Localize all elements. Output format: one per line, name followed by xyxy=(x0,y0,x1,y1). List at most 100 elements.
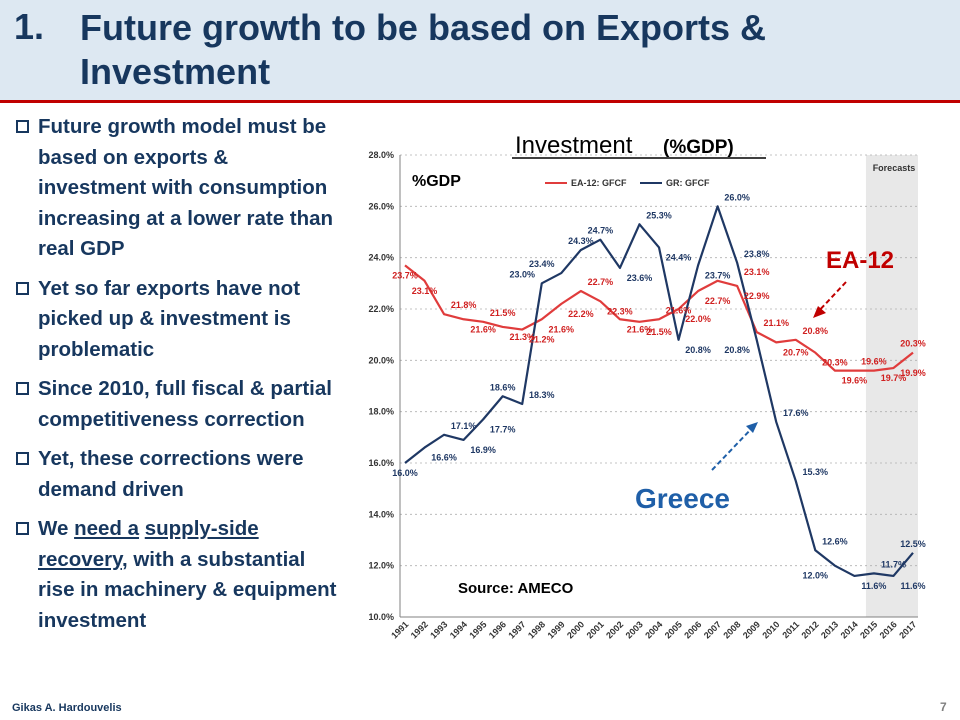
checkbox-bullet-icon xyxy=(16,522,29,535)
x-tick-label: 2007 xyxy=(702,619,723,640)
y-tick-label: 16.0% xyxy=(368,458,394,468)
data-label: 24.7% xyxy=(588,226,614,236)
bullet-text: need a xyxy=(74,517,140,540)
y-tick-label: 14.0% xyxy=(368,509,394,519)
data-label: 21.6% xyxy=(549,324,575,334)
x-tick-label: 2010 xyxy=(760,619,781,640)
data-label: 12.0% xyxy=(803,571,829,581)
bullet-item: Future growth model must be based on exp… xyxy=(14,112,339,265)
x-tick-label: 2009 xyxy=(741,619,762,640)
data-label: 20.8% xyxy=(685,345,711,355)
data-label: 20.8% xyxy=(724,345,750,355)
data-label: 12.6% xyxy=(822,536,848,546)
ea12-annotation: EA-12 xyxy=(826,247,894,274)
data-label: 21.6% xyxy=(666,305,692,315)
y-tick-label: 12.0% xyxy=(368,561,394,571)
footer-author: Gikas A. Hardouvelis xyxy=(12,702,122,714)
x-tick-label: 2008 xyxy=(721,619,742,640)
data-label: 11.6% xyxy=(900,581,925,591)
data-label: 23.1% xyxy=(744,267,770,277)
data-label: 24.3% xyxy=(568,236,594,246)
x-tick-label: 2016 xyxy=(878,619,899,640)
x-tick-label: 1995 xyxy=(467,619,488,640)
data-label: 26.0% xyxy=(724,192,750,202)
x-tick-label: 1994 xyxy=(448,619,469,640)
data-label: 22.0% xyxy=(685,314,711,324)
bullet-text: Since 2010, full fiscal & partial compet… xyxy=(38,377,332,431)
bullet-item: Yet so far exports have not picked up & … xyxy=(14,274,339,366)
data-label: 22.3% xyxy=(607,306,633,316)
slide-title: Future growth to be based on Exports & I… xyxy=(80,7,767,92)
bullet-text: Yet so far exports have not picked up & … xyxy=(38,276,301,361)
forecast-region xyxy=(865,155,918,617)
data-label: 17.6% xyxy=(783,408,809,418)
data-label: 18.6% xyxy=(490,382,516,392)
x-tick-label: 1993 xyxy=(428,619,449,640)
bullet-text: Future growth model must be based on exp… xyxy=(38,115,334,260)
data-label: 20.3% xyxy=(900,339,926,349)
slide-header: 1. Future growth to be based on Exports … xyxy=(0,0,960,103)
data-label: 19.6% xyxy=(861,357,887,367)
series-line xyxy=(404,264,914,372)
data-label: 23.7% xyxy=(705,270,731,280)
data-label: 19.7% xyxy=(881,373,907,383)
checkbox-bullet-icon xyxy=(16,382,29,395)
forecast-label: Forecasts xyxy=(873,163,916,173)
data-label: 20.7% xyxy=(783,347,809,357)
data-label: 11.6% xyxy=(861,581,886,591)
data-label: 16.6% xyxy=(431,453,457,463)
bullet-text: , with a substantial rise in machinery &… xyxy=(38,547,337,632)
x-tick-label: 2011 xyxy=(780,619,801,640)
data-label: 20.3% xyxy=(822,358,848,368)
data-label: 22.7% xyxy=(588,277,614,287)
source-annotation: Source: AMECO xyxy=(458,580,574,597)
data-label: 23.4% xyxy=(529,259,555,269)
x-tick-label: 1997 xyxy=(506,619,527,640)
page-number: 7 xyxy=(940,700,947,714)
x-tick-label: 2012 xyxy=(799,619,820,640)
x-tick-label: 1999 xyxy=(545,619,566,640)
data-label: 21.1% xyxy=(763,318,789,328)
y-tick-label: 20.0% xyxy=(368,355,394,365)
chart-title: Investment xyxy=(515,132,633,159)
data-label: 21.5% xyxy=(490,308,516,318)
data-label: 17.1% xyxy=(451,421,477,431)
x-tick-label: 2015 xyxy=(858,619,879,640)
data-label: 21.2% xyxy=(529,335,555,345)
data-label: 22.2% xyxy=(568,309,594,319)
greece-annotation: Greece xyxy=(635,483,730,514)
x-tick-label: 2006 xyxy=(682,619,703,640)
x-tick-label: 2002 xyxy=(604,619,625,640)
x-tick-label: 1996 xyxy=(487,619,508,640)
data-label: 21.6% xyxy=(627,324,653,334)
data-label: 23.0% xyxy=(509,269,535,279)
data-label: 23.8% xyxy=(744,249,770,259)
y-tick-label: 26.0% xyxy=(368,201,394,211)
checkbox-bullet-icon xyxy=(16,120,29,133)
greece-arrow xyxy=(711,425,755,471)
x-tick-label: 2004 xyxy=(643,619,664,640)
x-tick-label: 2014 xyxy=(839,619,860,640)
x-tick-label: 1992 xyxy=(409,619,430,640)
bullet-item: Yet, these corrections were demand drive… xyxy=(14,444,339,505)
x-tick-label: 2017 xyxy=(897,619,918,640)
x-tick-label: 2003 xyxy=(624,619,645,640)
data-label: 15.3% xyxy=(803,467,829,477)
data-label: 17.7% xyxy=(490,424,516,434)
checkbox-bullet-icon xyxy=(16,281,29,295)
greece-arrowhead xyxy=(746,422,758,433)
data-label: 21.3% xyxy=(509,332,535,342)
data-label: 23.1% xyxy=(412,286,438,296)
x-tick-label: 2000 xyxy=(565,619,586,640)
data-label: 11.7% xyxy=(881,559,906,569)
legend-entry: GR: GFCF xyxy=(666,178,710,188)
bullet-text: Yet, these corrections were demand drive… xyxy=(38,447,304,501)
bullet-list: Future growth model must be based on exp… xyxy=(14,112,339,645)
x-tick-label: 2005 xyxy=(663,619,684,640)
x-tick-label: 1998 xyxy=(526,619,547,640)
data-label: 22.7% xyxy=(705,296,731,306)
ea12-arrowhead xyxy=(813,306,826,318)
title-number: 1. xyxy=(14,6,45,47)
y-tick-label: 10.0% xyxy=(368,612,394,622)
data-label: 16.0% xyxy=(392,468,418,478)
